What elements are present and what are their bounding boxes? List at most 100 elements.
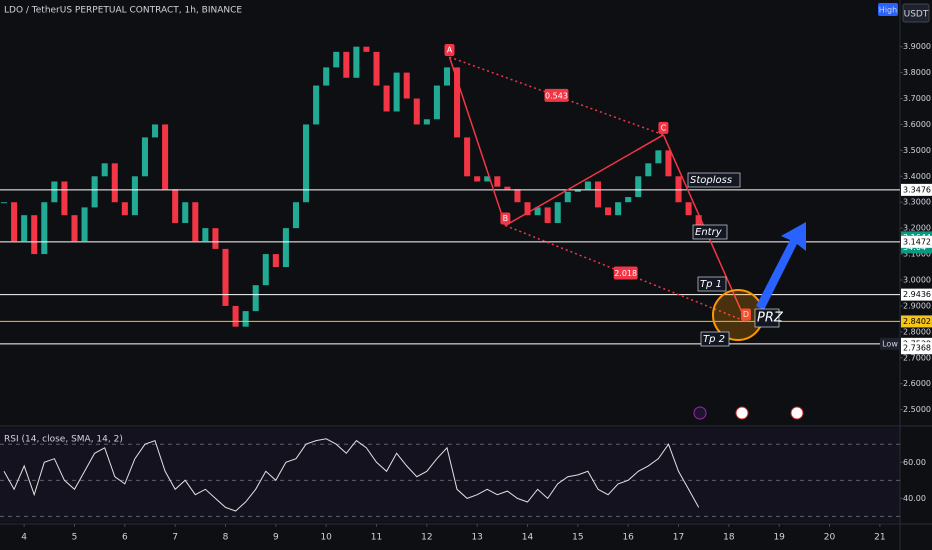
y-tick-label: 2.7000: [903, 353, 931, 362]
candle: [645, 163, 652, 177]
candle: [51, 181, 58, 203]
y-tick-label: 3.9000: [903, 42, 931, 51]
event-icon[interactable]: [790, 406, 804, 420]
x-tick-label: 9: [273, 533, 279, 543]
y-tick-label: 2.9000: [903, 301, 931, 310]
y-tick-label: 3.6000: [903, 120, 931, 129]
currency[interactable]: USDT: [904, 10, 929, 20]
candle: [61, 181, 68, 216]
candle: [403, 72, 410, 99]
candle: [524, 202, 531, 216]
x-tick-label: 18: [723, 533, 735, 543]
candle: [504, 186, 511, 190]
annotation: Tp 2: [703, 334, 725, 345]
candle: [625, 197, 632, 203]
level-label: 3.3476: [903, 185, 931, 194]
candle: [152, 124, 159, 138]
candle: [212, 228, 219, 249]
point-badge: [740, 308, 751, 321]
point-badge: [444, 44, 455, 57]
level-label: 3.1472: [903, 237, 931, 246]
candle: [41, 202, 48, 255]
level-label: 2.8402: [903, 317, 931, 326]
point-badge: [500, 212, 511, 225]
candle: [11, 202, 18, 242]
x-tick-label: 12: [421, 533, 432, 543]
level-badge: [901, 183, 932, 196]
x-tick-label: 15: [572, 533, 583, 543]
candle: [494, 176, 501, 187]
x-tick-label: 13: [471, 533, 482, 543]
level-label: 2.7368: [903, 344, 931, 353]
annotation-box: [697, 276, 727, 292]
y-tick-label: 2.6000: [903, 379, 931, 388]
candle: [303, 124, 310, 203]
y-tick-label: 2.5000: [903, 405, 931, 414]
rsi-panel: [0, 428, 900, 522]
event-icon[interactable]: [693, 406, 707, 420]
x-tick-label: 14: [522, 533, 534, 543]
x-tick-label: 19: [773, 533, 785, 543]
low-label: Low: [882, 339, 898, 348]
x-tick-label: 7: [172, 533, 178, 543]
point-label: D: [743, 310, 749, 319]
candle: [31, 215, 38, 255]
candle: [313, 85, 320, 125]
candle: [363, 46, 370, 52]
candle: [474, 176, 481, 182]
y-tick-label: 3.2000: [903, 224, 931, 233]
candle: [443, 67, 450, 86]
annotation-box: [692, 224, 728, 240]
ratio-badge: [544, 88, 569, 102]
y-tick-label: 3.4000: [903, 172, 931, 181]
level-badge: [901, 288, 932, 301]
candle: [162, 124, 169, 190]
pattern-leg: [504, 134, 664, 227]
event-icon[interactable]: [735, 406, 749, 420]
candle: [282, 228, 289, 268]
candle: [101, 163, 108, 177]
y-tick-label: 2.8000: [903, 327, 931, 336]
candle: [353, 46, 360, 78]
target-arrow: [756, 222, 806, 310]
candle: [202, 228, 209, 242]
candle: [554, 202, 561, 223]
y-tick-label: 3.5000: [903, 146, 931, 155]
candle: [423, 119, 430, 125]
y-tick-label: 3.3000: [903, 198, 931, 207]
candle: [564, 191, 571, 203]
currency-button[interactable]: [902, 3, 930, 23]
candle: [131, 176, 138, 216]
chart-title: LDO / TetherUS PERPETUAL CONTRACT, 1h, B…: [4, 6, 242, 16]
candle: [484, 176, 491, 182]
candle: [413, 98, 420, 125]
low-badge: [880, 337, 900, 350]
pattern-ratio-line: [505, 224, 747, 323]
level-label: 2.9436: [903, 290, 931, 299]
high-label: High: [879, 6, 897, 15]
annotation: Stoploss: [690, 175, 732, 186]
candle: [373, 51, 380, 86]
candle: [615, 202, 622, 216]
annotation: Entry: [695, 227, 723, 238]
candle: [252, 285, 259, 312]
candle: [454, 67, 461, 138]
point-badge: [658, 121, 669, 134]
x-tick-label: 20: [824, 533, 836, 543]
candle: [665, 150, 672, 177]
x-tick-label: 21: [874, 533, 885, 543]
candle: [21, 215, 28, 242]
candle: [121, 202, 128, 216]
level-badge: [901, 315, 932, 328]
candle: [655, 150, 662, 164]
x-tick-label: 11: [371, 533, 382, 543]
x-tick-label: 16: [622, 533, 634, 543]
candle: [534, 207, 541, 216]
candle: [675, 176, 682, 203]
y-tick-label: 3.8000: [903, 68, 931, 77]
pattern-leg: [448, 56, 507, 226]
annotation-box: [700, 331, 730, 347]
candle: [81, 207, 88, 242]
candle: [242, 311, 249, 327]
